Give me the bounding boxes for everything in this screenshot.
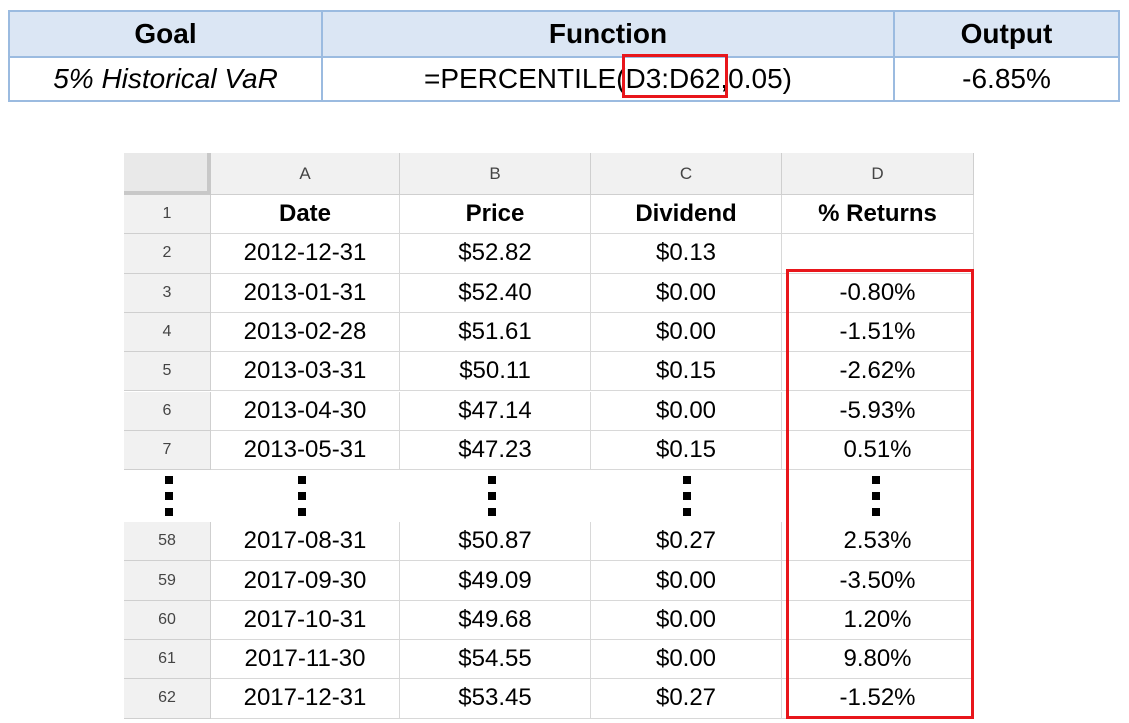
row-header[interactable]: 59 — [124, 561, 211, 601]
cell-returns[interactable] — [782, 234, 974, 274]
summary-header-row: Goal Function Output — [10, 12, 1118, 58]
cell-dividend[interactable]: $0.00 — [591, 273, 782, 313]
goal-value: 5% Historical VaR — [10, 58, 323, 100]
cell-dividend[interactable]: $0.00 — [591, 312, 782, 353]
cell-dividend[interactable]: $0.00 — [591, 600, 782, 640]
cell-price[interactable]: $47.14 — [400, 391, 591, 431]
row-header[interactable]: 62 — [124, 679, 211, 719]
cell-price[interactable]: $50.11 — [400, 352, 591, 392]
formula-prefix: =PERCENTILE( — [423, 63, 626, 94]
cell-dividend[interactable]: $0.00 — [591, 640, 782, 680]
cell-date[interactable]: 2012-12-31 — [211, 234, 400, 274]
summary-table: Goal Function Output 5% Historical VaR =… — [8, 10, 1120, 102]
row-header[interactable]: 7 — [124, 430, 211, 471]
cell-date[interactable]: 2017-09-30 — [211, 561, 400, 601]
cell-date[interactable]: 2013-01-31 — [211, 273, 400, 313]
cell-returns[interactable]: -3.50% — [782, 561, 974, 601]
vertical-ellipsis-icon — [162, 476, 176, 517]
cell-dividend[interactable]: $0.15 — [591, 430, 782, 471]
row-header[interactable]: 4 — [124, 312, 211, 353]
cell-dividend[interactable]: $0.00 — [591, 561, 782, 601]
cell-date[interactable]: 2017-12-31 — [211, 679, 400, 719]
row-header[interactable]: 1 — [124, 195, 211, 235]
cell-dividend[interactable]: $0.27 — [591, 679, 782, 719]
header-cell-price[interactable]: Price — [400, 195, 591, 235]
header-cell-date[interactable]: Date — [211, 195, 400, 235]
cell-date[interactable]: 2017-08-31 — [211, 522, 400, 562]
cell-dividend[interactable]: $0.27 — [591, 522, 782, 562]
cell-date[interactable]: 2013-03-31 — [211, 352, 400, 392]
cell-returns[interactable]: -1.52% — [782, 679, 974, 719]
vertical-ellipsis-icon — [680, 476, 694, 517]
cell-date[interactable]: 2017-10-31 — [211, 600, 400, 640]
header-cell-returns[interactable]: % Returns — [782, 195, 974, 235]
column-header-a[interactable]: A — [211, 153, 400, 195]
cell-date[interactable]: 2013-05-31 — [211, 430, 400, 471]
cell-dividend[interactable]: $0.13 — [591, 234, 782, 274]
row-header[interactable]: 58 — [124, 522, 211, 562]
header-cell-dividend[interactable]: Dividend — [591, 195, 782, 235]
row-header[interactable]: 5 — [124, 352, 211, 392]
vertical-ellipsis-icon — [295, 476, 309, 517]
cell-price[interactable]: $49.09 — [400, 561, 591, 601]
spreadsheet: A B C D 1 Date Price Dividend% Returns 2 2012-12-… — [124, 153, 974, 723]
cell-dividend[interactable]: $0.15 — [591, 352, 782, 392]
cell-dividend[interactable]: $0.00 — [591, 391, 782, 431]
formula-text: =PERCENTILE(D3:D62,0.05) — [424, 63, 792, 95]
summary-value-row: 5% Historical VaR =PERCENTILE(D3:D62,0.0… — [10, 58, 1118, 100]
cell-price[interactable]: $50.87 — [400, 522, 591, 562]
cell-returns[interactable]: -2.62% — [782, 352, 974, 392]
function-header: Function — [323, 12, 895, 56]
column-header-b[interactable]: B — [400, 153, 591, 195]
formula-range-highlight — [622, 54, 728, 98]
row-header[interactable]: 3 — [124, 273, 211, 313]
cell-price[interactable]: $49.68 — [400, 600, 591, 640]
returns-range-highlight — [786, 269, 974, 719]
column-header-c[interactable]: C — [591, 153, 782, 195]
select-all-corner[interactable] — [124, 153, 211, 195]
row-header[interactable]: 2 — [124, 234, 211, 274]
cell-price[interactable]: $53.45 — [400, 679, 591, 719]
formula-range: D3:D62 — [625, 63, 721, 94]
output-value: -6.85% — [962, 63, 1051, 94]
cell-returns[interactable]: 0.51% — [782, 430, 974, 471]
goal-header: Goal — [10, 12, 323, 56]
cell-date[interactable]: 2013-02-28 — [211, 312, 400, 353]
cell-returns[interactable]: -1.51% — [782, 312, 974, 353]
function-value: =PERCENTILE(D3:D62,0.05) — [323, 58, 895, 100]
cell-date[interactable]: 2017-11-30 — [211, 640, 400, 680]
vertical-ellipsis-icon — [485, 476, 499, 517]
cell-price[interactable]: $52.82 — [400, 234, 591, 274]
row-header[interactable]: 60 — [124, 600, 211, 640]
formula-suffix: ,0.05) — [720, 63, 793, 94]
row-header[interactable]: 6 — [124, 391, 211, 431]
cell-price[interactable]: $47.23 — [400, 430, 591, 471]
rows-omitted-gap — [124, 470, 974, 521]
cell-date[interactable]: 2013-04-30 — [211, 391, 400, 431]
output-header: Output — [960, 18, 1053, 49]
row-header[interactable]: 61 — [124, 640, 211, 680]
cell-price[interactable]: $54.55 — [400, 640, 591, 680]
cell-returns[interactable]: -5.93% — [782, 391, 974, 431]
cell-price[interactable]: $52.40 — [400, 273, 591, 313]
column-header-d[interactable]: D — [782, 153, 974, 195]
cell-returns[interactable]: -0.80% — [782, 273, 974, 313]
cell-price[interactable]: $51.61 — [400, 312, 591, 353]
vertical-ellipsis-icon — [869, 476, 883, 517]
